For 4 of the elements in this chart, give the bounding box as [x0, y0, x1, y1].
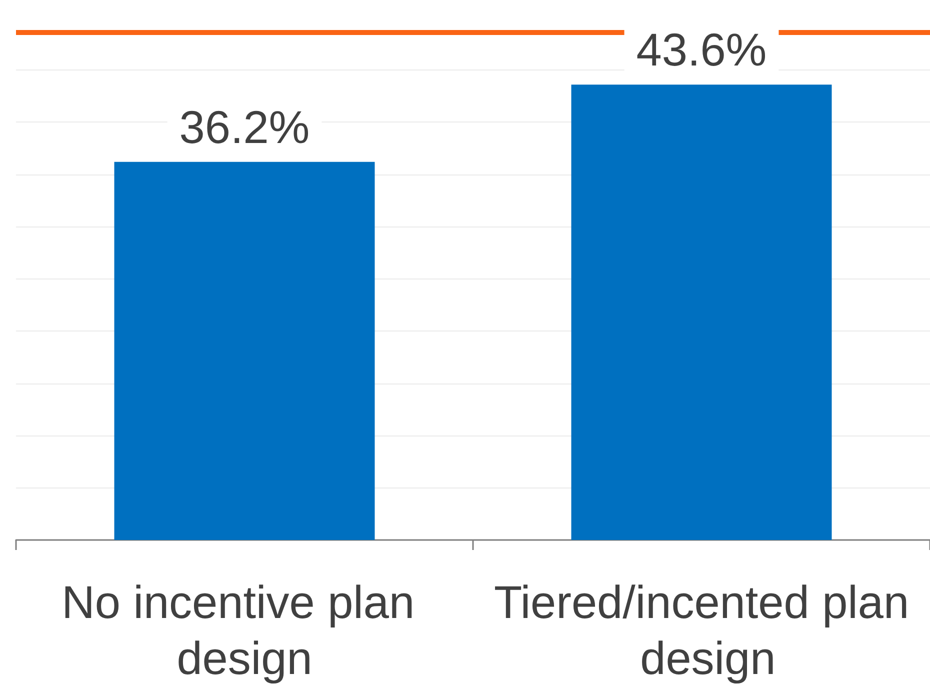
- x-tick-label: Tiered/incented plan design: [494, 576, 910, 684]
- data-label: 43.6%: [636, 24, 767, 76]
- x-tick-label: No incentive plan design: [62, 576, 428, 684]
- data-label: 36.2%: [179, 100, 310, 153]
